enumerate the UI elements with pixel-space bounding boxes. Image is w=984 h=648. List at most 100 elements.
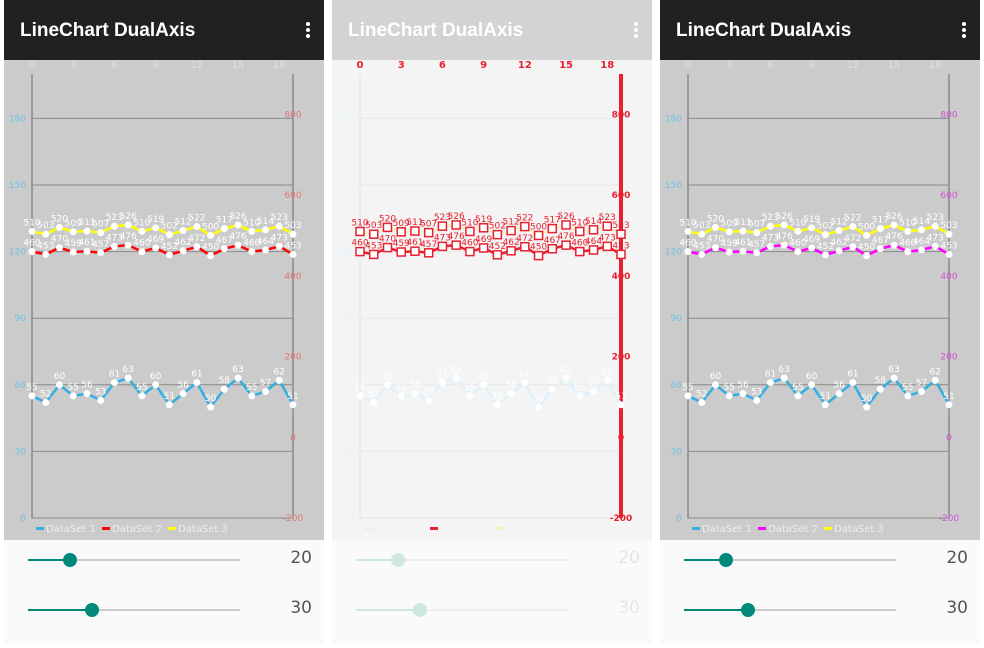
seekbar-1[interactable] — [684, 550, 896, 570]
seekbar-2[interactable] — [356, 600, 568, 620]
seekbar-2[interactable] — [28, 600, 240, 620]
data-label: 519 — [803, 215, 820, 225]
x-axis-tick-label: 0 — [685, 60, 691, 71]
data-label: 450 — [858, 243, 875, 253]
data-label: 509 — [65, 219, 82, 229]
data-label: 461 — [78, 238, 95, 248]
seekbar-1[interactable] — [28, 550, 240, 570]
data-label: 526 — [448, 212, 465, 222]
data-label: 452 — [817, 242, 834, 252]
seekbar-thumb[interactable] — [391, 553, 406, 567]
seekbar-1[interactable] — [356, 550, 568, 570]
data-label: 470 — [51, 235, 68, 245]
data-point — [876, 385, 884, 393]
seekbar-thumb[interactable] — [63, 553, 78, 567]
data-point — [452, 374, 460, 382]
data-label: 56 — [737, 381, 749, 391]
x-axis-tick-label: 15 — [888, 60, 901, 71]
data-label: 55 — [792, 383, 803, 393]
data-label: 520 — [51, 214, 68, 224]
data-point — [849, 379, 857, 387]
data-point — [97, 249, 105, 257]
data-point — [382, 242, 393, 253]
data-label: 523 — [599, 213, 616, 223]
data-label: 57 — [916, 378, 927, 388]
seekbar-thumb[interactable] — [84, 603, 99, 617]
more-vert-icon[interactable] — [962, 22, 966, 40]
data-label: 51 — [287, 392, 298, 402]
data-point — [124, 374, 132, 382]
right-axis-tick-label: 600 — [612, 191, 631, 201]
data-label: 476 — [229, 232, 246, 242]
data-label: 503 — [37, 221, 54, 231]
data-point — [890, 374, 898, 382]
data-label: 502 — [161, 222, 178, 232]
data-label: 460 — [133, 239, 150, 249]
seekbar-2[interactable] — [684, 600, 896, 620]
x-axis-tick-label: 18 — [273, 60, 286, 71]
data-point — [382, 222, 393, 233]
chart-background — [660, 60, 980, 540]
more-vert-icon[interactable] — [634, 22, 638, 40]
data-label: 526 — [120, 212, 137, 222]
data-point — [547, 244, 558, 254]
data-point — [863, 231, 871, 239]
data-point — [97, 229, 105, 237]
data-point — [480, 381, 488, 389]
data-point — [83, 227, 91, 235]
data-label: 452 — [489, 242, 506, 252]
data-label: 55 — [723, 383, 734, 393]
data-label: 63 — [232, 365, 243, 375]
legend-swatch-3 — [168, 527, 176, 530]
data-point — [931, 376, 939, 384]
data-point — [465, 226, 475, 237]
data-label: 510 — [679, 218, 696, 228]
data-point — [110, 242, 118, 250]
left-axis-tick-label: 180 — [665, 114, 682, 124]
data-point — [507, 390, 515, 398]
x-axis-tick-label: 9 — [808, 60, 814, 71]
data-label: 514 — [257, 217, 274, 227]
data-point — [411, 390, 419, 398]
data-point — [849, 223, 857, 231]
data-label: 453 — [284, 241, 301, 251]
data-point — [275, 376, 283, 384]
seekbar-track — [356, 559, 568, 561]
data-label: 503 — [365, 221, 382, 231]
x-axis-tick-label: 9 — [152, 60, 158, 71]
data-label: 56 — [81, 381, 93, 391]
data-label: 51 — [943, 392, 954, 402]
seekbar-thumb[interactable] — [719, 553, 734, 567]
data-label: 55 — [395, 383, 406, 393]
data-label: 476 — [120, 232, 137, 242]
data-point — [725, 248, 733, 256]
data-label: 459 — [65, 239, 82, 249]
data-label: 55 — [682, 383, 693, 393]
data-point — [780, 241, 788, 249]
data-point — [466, 392, 474, 400]
data-point — [42, 250, 50, 258]
data-point — [753, 229, 761, 237]
left-axis-tick-label: 150 — [665, 181, 682, 191]
data-point — [766, 222, 774, 230]
data-label: 57 — [588, 378, 599, 388]
more-vert-icon[interactable] — [306, 22, 310, 40]
seekbar-thumb[interactable] — [740, 603, 755, 617]
seekbar-thumb[interactable] — [412, 603, 427, 617]
data-label: 523 — [927, 213, 944, 223]
data-point — [234, 221, 242, 229]
data-point — [368, 229, 379, 239]
app-title: LineChart DualAxis — [348, 20, 524, 41]
data-point — [423, 227, 434, 238]
data-point — [83, 247, 91, 255]
data-label: 453 — [693, 241, 710, 251]
data-point — [890, 241, 898, 249]
data-point — [711, 244, 719, 252]
data-point — [535, 403, 543, 411]
data-point — [931, 242, 939, 250]
data-point — [28, 248, 36, 256]
data-label: 512 — [503, 218, 520, 228]
data-label: 507 — [420, 220, 437, 230]
left-axis-tick-label: 90 — [671, 314, 683, 324]
data-point — [766, 379, 774, 387]
